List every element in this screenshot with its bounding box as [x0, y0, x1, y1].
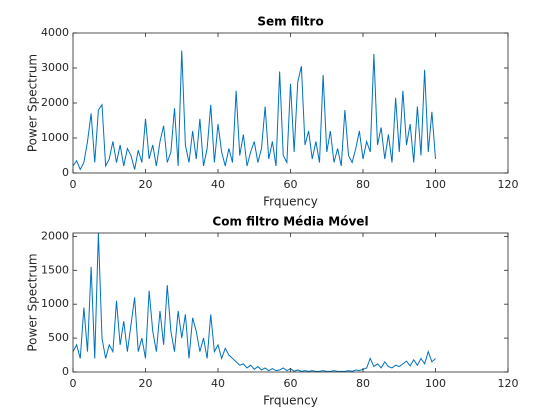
- x-axis-label: Frquency: [263, 394, 318, 408]
- x-tick-label: 80: [356, 377, 370, 390]
- chart-title: Com filtro Média Móvel: [212, 215, 368, 229]
- x-tick-label: 60: [284, 178, 298, 191]
- y-tick-label: 2000: [41, 96, 69, 109]
- y-tick-label: 1500: [41, 263, 69, 276]
- x-axis-label: Frquency: [263, 195, 318, 209]
- y-tick-label: 0: [62, 166, 69, 179]
- x-tick-label: 100: [425, 377, 446, 390]
- y-tick-label: 4000: [41, 26, 69, 39]
- y-axis-label: Power Spectrum: [26, 54, 40, 152]
- x-tick-label: 0: [70, 178, 77, 191]
- x-tick-label: 60: [284, 377, 298, 390]
- x-tick-label: 20: [139, 377, 153, 390]
- y-tick-label: 3000: [41, 61, 69, 74]
- data-line: [73, 233, 436, 372]
- x-tick-label: 0: [70, 377, 77, 390]
- x-tick-label: 40: [211, 178, 225, 191]
- x-tick-label: 120: [498, 377, 519, 390]
- chart-title: Sem filtro: [257, 15, 323, 29]
- y-tick-label: 1000: [41, 297, 69, 310]
- y-axis-label: Power Spectrum: [26, 253, 40, 351]
- axes-background: [73, 233, 508, 372]
- y-tick-label: 1000: [41, 131, 69, 144]
- x-tick-label: 20: [139, 178, 153, 191]
- axes-background: [73, 33, 508, 173]
- x-tick-label: 100: [425, 178, 446, 191]
- y-tick-label: 2000: [41, 229, 69, 242]
- x-tick-label: 40: [211, 377, 225, 390]
- data-line: [73, 50, 436, 171]
- y-tick-label: 0: [62, 365, 69, 378]
- x-tick-label: 120: [498, 178, 519, 191]
- x-tick-label: 80: [356, 178, 370, 191]
- y-tick-label: 500: [48, 331, 69, 344]
